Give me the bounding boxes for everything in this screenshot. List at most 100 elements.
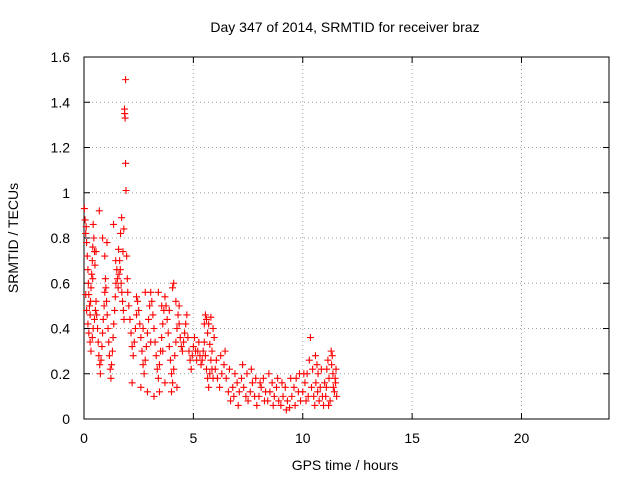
data-point xyxy=(269,401,277,409)
data-point xyxy=(106,365,114,373)
data-point xyxy=(177,343,185,351)
data-point xyxy=(131,325,139,332)
data-point xyxy=(165,343,173,351)
data-point xyxy=(88,334,96,342)
data-point xyxy=(287,374,295,382)
data-point xyxy=(199,347,207,355)
data-point xyxy=(311,352,319,360)
data-point xyxy=(113,275,121,283)
data-point xyxy=(90,234,98,242)
data-point xyxy=(169,284,177,292)
data-point xyxy=(107,374,115,382)
data-point xyxy=(256,379,264,387)
x-tick-label: 15 xyxy=(404,430,420,446)
data-point xyxy=(140,370,148,378)
data-point xyxy=(128,379,136,387)
data-point xyxy=(227,397,235,405)
y-tick-label: 1.2 xyxy=(51,140,71,156)
data-point xyxy=(266,388,274,396)
data-point xyxy=(83,306,91,314)
data-point xyxy=(279,392,287,400)
data-point xyxy=(329,383,337,391)
data-point xyxy=(325,374,333,382)
data-point xyxy=(203,315,210,323)
data-point xyxy=(82,229,90,237)
data-point xyxy=(82,291,90,299)
data-point xyxy=(180,338,188,346)
data-point xyxy=(121,114,129,122)
data-point xyxy=(206,340,214,348)
data-point xyxy=(225,365,233,373)
data-point xyxy=(88,270,96,278)
data-point xyxy=(240,383,248,391)
data-point xyxy=(127,329,135,337)
data-point xyxy=(115,270,123,278)
x-tick-label: 10 xyxy=(295,430,311,446)
data-point xyxy=(112,257,120,265)
grid-lines xyxy=(84,57,609,419)
data-point xyxy=(326,397,334,405)
data-point xyxy=(273,383,280,391)
data-point xyxy=(119,248,127,256)
data-point xyxy=(154,288,162,296)
data-point xyxy=(213,374,221,382)
data-point xyxy=(242,392,250,400)
data-point xyxy=(118,214,126,222)
data-point xyxy=(89,275,97,283)
data-point xyxy=(313,361,321,369)
data-point xyxy=(87,347,95,355)
data-point xyxy=(283,397,291,405)
data-point xyxy=(103,297,111,305)
data-point xyxy=(302,397,310,405)
data-point xyxy=(235,388,243,396)
data-point xyxy=(123,275,131,283)
x-tick-label: 20 xyxy=(514,430,530,446)
data-point xyxy=(243,370,251,378)
data-point xyxy=(108,347,116,355)
data-point xyxy=(247,365,255,373)
data-point xyxy=(270,392,278,400)
data-point xyxy=(99,329,107,337)
data-point xyxy=(95,207,103,215)
data-point xyxy=(95,352,103,360)
data-point xyxy=(201,311,209,319)
data-point xyxy=(265,370,273,378)
y-tick-label: 1 xyxy=(62,185,70,201)
data-point xyxy=(217,352,225,360)
data-point xyxy=(231,370,239,378)
data-point xyxy=(141,288,149,296)
data-point xyxy=(163,315,171,323)
data-point xyxy=(104,325,112,332)
data-point xyxy=(220,361,228,369)
data-point xyxy=(200,338,208,346)
data-point xyxy=(175,320,183,328)
data-point xyxy=(101,288,109,296)
data-point xyxy=(94,325,102,332)
data-point xyxy=(322,392,330,400)
data-point xyxy=(185,347,193,355)
data-point xyxy=(93,311,101,319)
data-point xyxy=(314,370,322,378)
data-point xyxy=(173,383,181,391)
data-point xyxy=(169,379,177,387)
y-tick-label: 0 xyxy=(62,411,70,427)
y-tick-label: 0.8 xyxy=(51,230,71,246)
data-point xyxy=(128,343,136,351)
data-point xyxy=(150,325,158,332)
data-point xyxy=(80,205,88,213)
data-point xyxy=(83,239,91,247)
data-point xyxy=(178,347,186,355)
data-point xyxy=(201,352,209,360)
data-point xyxy=(138,347,146,355)
data-point xyxy=(168,370,175,378)
data-point xyxy=(166,356,174,364)
data-point xyxy=(187,365,195,373)
data-point xyxy=(155,361,163,369)
data-point xyxy=(172,297,180,305)
data-point xyxy=(147,338,155,346)
scatter-points xyxy=(80,76,341,414)
data-point xyxy=(100,302,108,310)
data-point xyxy=(197,361,205,369)
data-point xyxy=(317,365,325,373)
